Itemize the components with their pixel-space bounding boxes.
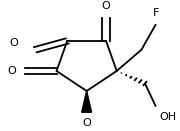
Text: O: O [9,39,18,48]
Text: O: O [7,66,16,76]
Polygon shape [82,91,92,112]
Text: O: O [102,1,111,11]
Text: OH: OH [159,112,176,122]
Text: O: O [82,119,91,129]
Text: F: F [152,9,159,18]
